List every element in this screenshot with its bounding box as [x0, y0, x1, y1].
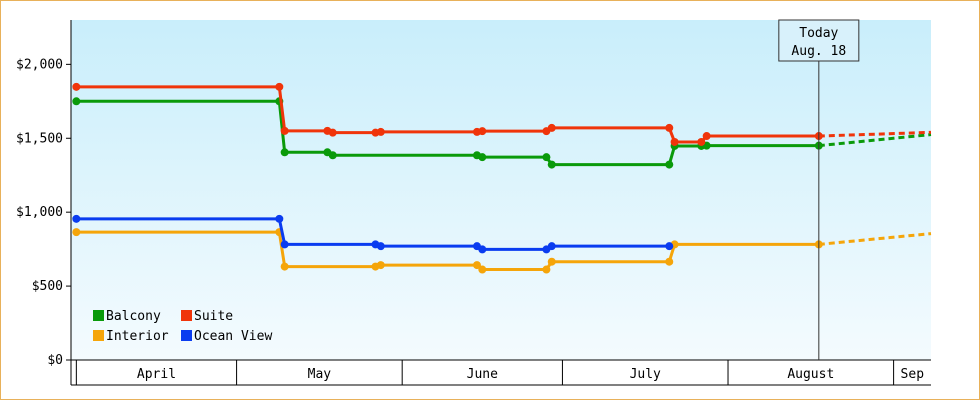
data-point	[328, 151, 337, 160]
data-point	[665, 123, 674, 132]
data-point	[478, 127, 487, 136]
series-interior	[72, 228, 932, 274]
data-point	[697, 137, 706, 146]
data-point	[478, 153, 487, 162]
series-suite	[72, 82, 932, 146]
data-point	[547, 160, 556, 169]
data-point	[542, 265, 551, 274]
data-point	[328, 128, 337, 137]
series-layer	[72, 82, 932, 274]
legend-entry-interior: Interior	[93, 329, 169, 344]
today-layer: Today Aug. 18	[778, 19, 860, 360]
month-label: August	[787, 367, 834, 382]
legend-entry-ocean-view: Ocean View	[181, 329, 272, 344]
y-tick-label: $500	[32, 279, 63, 294]
legend-label: Suite	[194, 309, 233, 324]
legend-swatch	[93, 330, 104, 341]
today-box	[778, 19, 860, 62]
plot-background	[71, 20, 931, 360]
data-point	[72, 97, 81, 106]
data-point	[376, 127, 385, 136]
data-point	[665, 257, 674, 266]
month-label: April	[137, 367, 176, 382]
month-label: Sep	[901, 367, 925, 382]
series-forecast-line	[818, 133, 932, 148]
data-point	[275, 82, 284, 91]
month-label: July	[630, 367, 661, 382]
data-point	[280, 240, 289, 249]
series-line	[76, 99, 819, 167]
legend-label: Interior	[106, 329, 169, 344]
axes-layer: $0 $500 $1,000 $1,500 $2,000 April May June July…	[16, 20, 931, 386]
data-point	[376, 261, 385, 270]
series-forecast-line	[818, 232, 932, 246]
data-point	[472, 261, 481, 270]
month-label: May	[308, 367, 332, 382]
data-point	[280, 148, 289, 157]
data-point	[72, 82, 81, 91]
y-tick-label: $1,000	[16, 205, 63, 220]
data-point	[547, 242, 556, 251]
legend-swatch	[181, 310, 192, 321]
data-point	[376, 242, 385, 251]
today-date-label: Aug. 18	[791, 44, 846, 59]
data-point	[478, 265, 487, 274]
series-ocean-view	[72, 214, 674, 254]
legend-entry-balcony: Balcony	[93, 309, 161, 324]
legend-swatch	[181, 330, 192, 341]
data-point	[665, 242, 674, 251]
y-tick-label: $0	[47, 353, 63, 368]
today-label: Today	[799, 26, 838, 41]
legend-entry-suite: Suite	[181, 309, 233, 324]
legend-label: Balcony	[106, 309, 161, 324]
data-point	[702, 132, 711, 141]
legend-swatch	[93, 310, 104, 321]
data-point	[280, 126, 289, 135]
data-point	[665, 160, 674, 169]
data-point	[275, 214, 284, 223]
legend-label: Ocean View	[194, 329, 272, 344]
legend-layer: Balcony Suite Interior Ocean View	[93, 309, 272, 344]
y-tick-label: $1,500	[16, 131, 63, 146]
data-point	[72, 214, 81, 223]
data-point	[670, 137, 679, 146]
data-point	[280, 262, 289, 271]
data-point	[542, 153, 551, 162]
data-point	[72, 228, 81, 237]
data-point	[547, 257, 556, 266]
data-point	[547, 123, 556, 132]
y-tick-label: $2,000	[16, 57, 63, 72]
series-forecast-line	[818, 130, 932, 138]
data-point	[478, 245, 487, 254]
month-label: June	[467, 367, 498, 382]
